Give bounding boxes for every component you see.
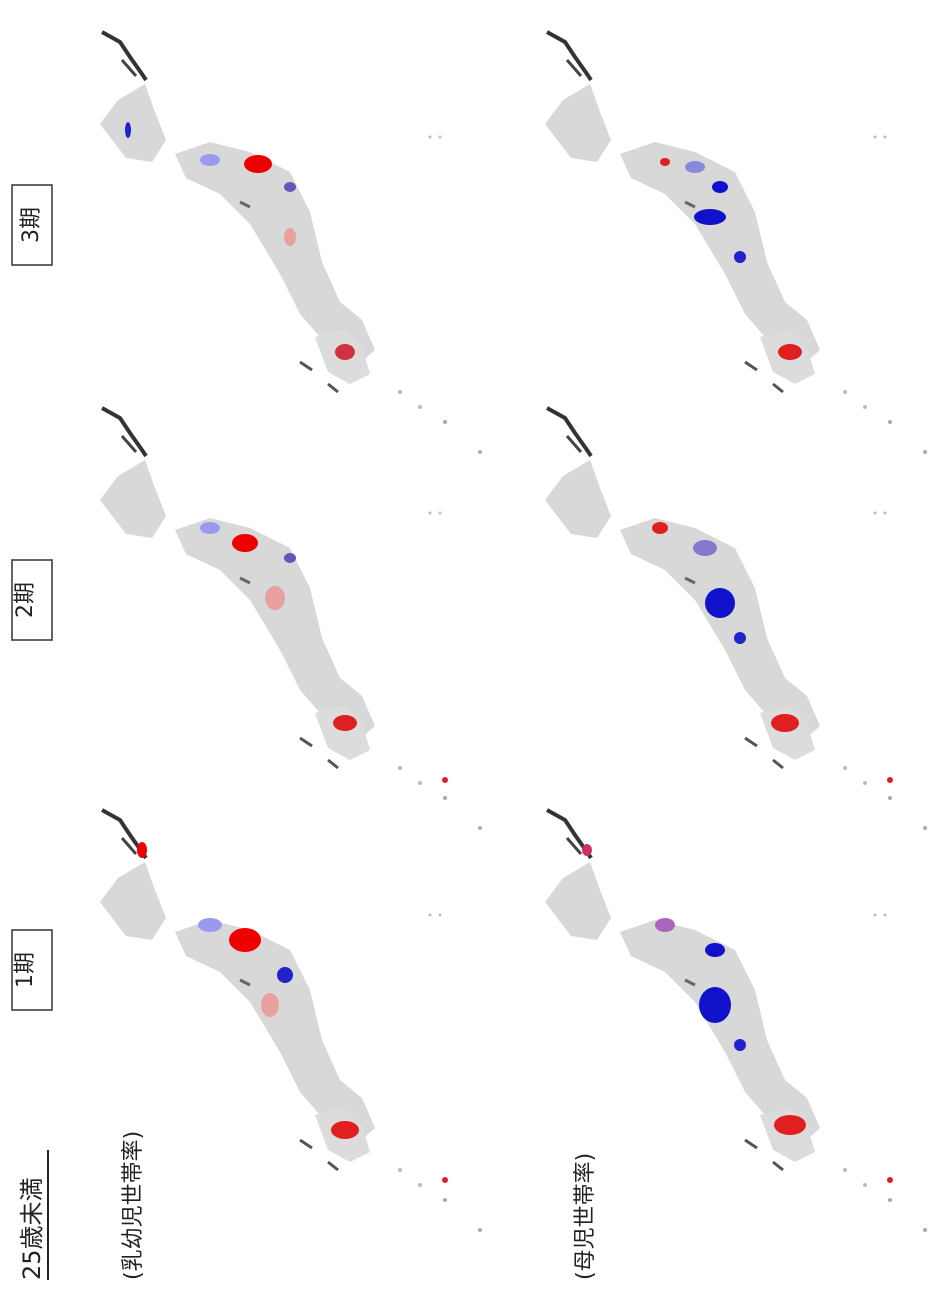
map bbox=[100, 32, 482, 454]
title: 25歳未満 bbox=[18, 1177, 46, 1280]
map bbox=[100, 810, 482, 1232]
map-panels bbox=[100, 32, 927, 1232]
page: 3期 2期 1期 25歳未満 (乳幼児世帯率) (母児世帯率) bbox=[0, 0, 938, 1295]
period-labels: 3期 2期 1期 bbox=[12, 185, 52, 1010]
map bbox=[545, 408, 927, 830]
map bbox=[545, 32, 927, 454]
row-label: (母児世帯率) bbox=[573, 1153, 598, 1280]
row-label: (乳幼児世帯率) bbox=[121, 1131, 146, 1280]
map bbox=[100, 408, 482, 830]
period-label: 2期 bbox=[13, 582, 38, 618]
map bbox=[545, 810, 927, 1232]
period-label: 1期 bbox=[13, 952, 38, 988]
period-label: 3期 bbox=[19, 207, 44, 243]
